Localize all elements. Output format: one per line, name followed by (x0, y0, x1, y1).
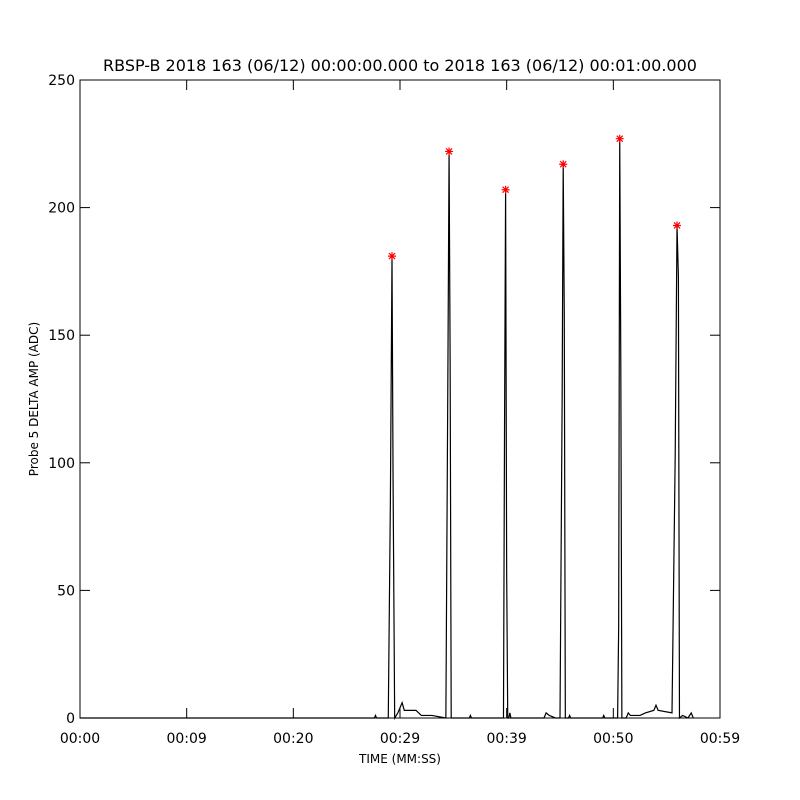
x-tick-label: 00:50 (593, 731, 633, 747)
x-tick-label: 00:09 (166, 731, 206, 747)
peak-marker (445, 147, 454, 156)
x-tick-label: 00:39 (486, 731, 526, 747)
y-axis-label: Probe 5 DELTA AMP (ADC) (27, 322, 41, 476)
y-tick-label: 100 (48, 456, 75, 472)
y-tick-label: 150 (48, 328, 75, 344)
data-line (80, 138, 694, 721)
peak-marker (559, 160, 568, 169)
peak-marker (615, 134, 624, 143)
x-tick-label: 00:29 (380, 731, 420, 747)
peak-marker (388, 252, 396, 261)
y-tick-label: 200 (48, 201, 75, 217)
x-axis-label: TIME (MM:SS) (358, 752, 441, 766)
x-tick-label: 00:59 (700, 731, 740, 747)
y-tick-label: 0 (66, 711, 75, 727)
chart-title: RBSP-B 2018 163 (06/12) 00:00:00.000 to … (103, 56, 697, 75)
plot-frame (79, 79, 721, 719)
peak-marker (673, 221, 682, 230)
peak-marker (501, 185, 510, 194)
y-tick-label: 50 (57, 583, 75, 599)
y-tick-label: 250 (48, 73, 75, 89)
x-tick-label: 00:00 (60, 731, 100, 747)
x-tick-label: 00:20 (273, 731, 313, 747)
